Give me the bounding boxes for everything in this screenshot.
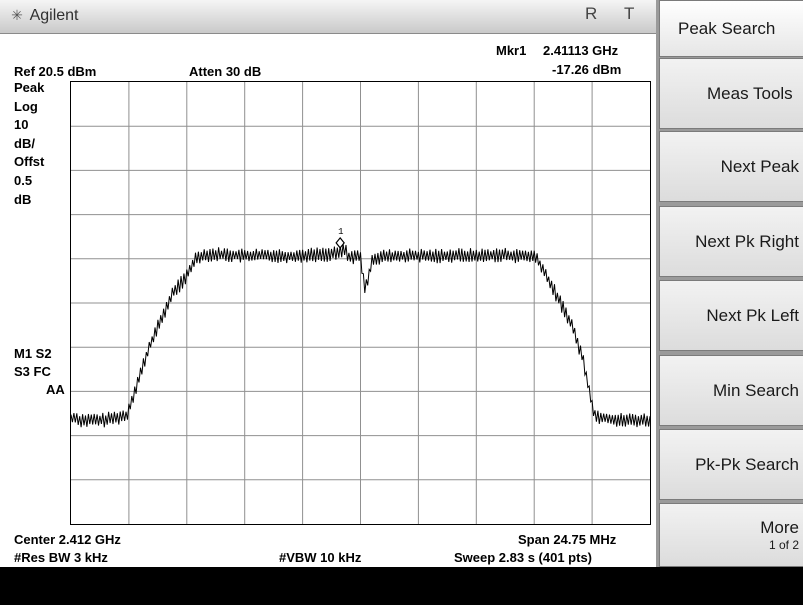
- scale-type: Log: [14, 99, 38, 114]
- trace-plot: 1: [71, 82, 650, 524]
- marker-1: 1: [335, 227, 345, 249]
- offset-unit: dB: [14, 192, 32, 207]
- frequency-span: Span 24.75 MHz: [518, 532, 617, 547]
- more-page-indicator: 1 of 2: [768, 538, 799, 552]
- center-frequency: Center 2.412 GHz: [14, 532, 121, 547]
- marker-diamond-icon: [335, 236, 345, 249]
- trigger-indicator: T: [624, 4, 635, 23]
- offset-value: 0.5: [14, 173, 33, 188]
- next-pk-left-button[interactable]: Next Pk Left: [659, 280, 803, 351]
- next-peak-label: Next Peak: [720, 156, 799, 176]
- marker-number: 1: [338, 227, 343, 237]
- video-bandwidth: #VBW 10 kHz: [279, 550, 362, 565]
- attenuation: Atten 30 dB: [189, 64, 262, 79]
- scale-unit: dB/: [14, 136, 35, 151]
- title-bar: ✳ Agilent R T: [0, 0, 656, 34]
- brand-label: Agilent: [29, 7, 79, 24]
- scale-value: 10: [14, 117, 29, 132]
- next-peak-button[interactable]: Next Peak: [659, 131, 803, 202]
- reference-level: Ref 20.5 dBm: [14, 64, 97, 79]
- status-flags-1: M1 S2: [14, 346, 52, 361]
- next-pk-right-label: Next Pk Right: [695, 231, 799, 251]
- agilent-brand: ✳ Agilent: [8, 7, 78, 25]
- more-label: More: [760, 518, 799, 537]
- resolution-bandwidth: #Res BW 3 kHz: [14, 550, 108, 565]
- detector-mode: Peak: [14, 80, 45, 95]
- remote-indicator: R: [585, 4, 598, 23]
- trace-line: [71, 244, 650, 428]
- status-bar: [0, 567, 803, 605]
- min-search-label: Min Search: [713, 380, 799, 400]
- sweep-time: Sweep 2.83 s (401 pts): [454, 550, 593, 565]
- pk-pk-search-button[interactable]: Pk-Pk Search: [659, 429, 803, 500]
- marker-amplitude: -17.26 dBm: [552, 62, 622, 77]
- status-flags-2: S3 FC: [14, 364, 51, 379]
- trace-display: 1: [70, 81, 651, 525]
- menu-title-peak-search: Peak Search: [659, 0, 803, 57]
- meas-tools-label: Meas Tools: [707, 83, 793, 103]
- pk-pk-search-label: Pk-Pk Search: [695, 454, 799, 474]
- softkey-panel: Peak Search Meas Tools Next Peak Next Pk…: [656, 0, 803, 567]
- next-pk-right-button[interactable]: Next Pk Right: [659, 206, 803, 277]
- meas-tools-button[interactable]: Meas Tools: [659, 58, 803, 129]
- analyzer-screen: ✳ Agilent R T Mkr1 2.41113 GHz -17.26 dB…: [0, 0, 656, 567]
- offset-label: Offst: [14, 154, 45, 169]
- min-search-button[interactable]: Min Search: [659, 355, 803, 426]
- agilent-spark-icon: ✳: [11, 7, 23, 23]
- next-pk-left-label: Next Pk Left: [706, 305, 799, 325]
- more-button[interactable]: More 1 of 2: [659, 503, 803, 567]
- marker-label: Mkr1: [496, 43, 527, 58]
- marker-frequency: 2.41113 GHz: [543, 43, 619, 58]
- status-flags-3: AA: [46, 382, 65, 397]
- menu-title-label: Peak Search: [678, 18, 776, 38]
